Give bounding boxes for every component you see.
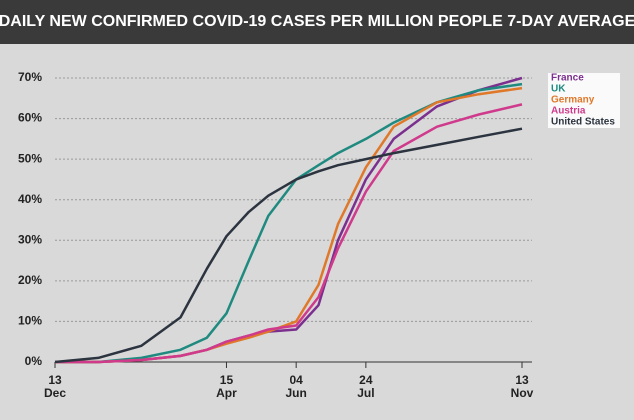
plot-background [0,44,634,420]
legend-entry: UK [551,84,566,95]
y-tick-label: 30% [18,232,42,246]
title-bar [0,0,634,44]
x-tick-label: 13 Nov [510,373,534,400]
x-tick-label: 13 Dec [43,373,66,400]
chart-title: DAILY NEW CONFIRMED COVID-19 CASES PER M… [0,13,634,30]
series-line [54,127,523,364]
series-line [55,82,523,364]
x-tick-label: 15 Apr [216,373,237,400]
legend-entry: United States [551,117,615,128]
y-tick-label: 40% [18,192,42,206]
y-tick-label: 0% [25,354,43,368]
y-tick-label: 70% [18,70,42,84]
legend-entry: France [551,73,584,84]
y-tick-label: 60% [18,111,42,125]
y-tick-label: 20% [18,273,42,287]
x-tick-label: 24 Jul [357,373,375,400]
legend-box [548,117,620,128]
legend-entry: Germany [551,95,595,106]
legend-box [548,106,620,117]
legend-entry: Austria [551,106,586,117]
y-tick-label: 50% [18,151,42,165]
x-tick-label: 04 Jun [285,373,307,400]
legend-box [548,84,620,95]
legend-box [548,73,620,84]
legend-box [548,95,620,106]
y-tick-label: 10% [18,314,42,328]
series-line [55,103,523,364]
